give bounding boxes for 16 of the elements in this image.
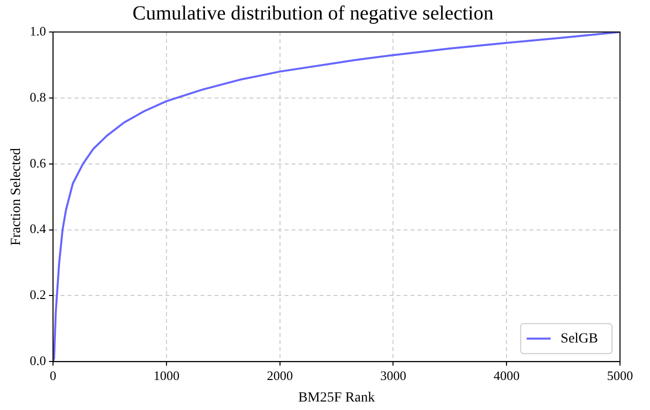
chart-title: Cumulative distribution of negative selection — [132, 2, 494, 24]
x-tick-label: 5000 — [607, 368, 633, 383]
y-tick-label: 1.0 — [30, 23, 46, 38]
x-tick-label: 2000 — [266, 368, 293, 383]
x-tick-label: 0 — [50, 368, 56, 383]
y-tick-label: 0.6 — [30, 155, 47, 170]
legend-label: SelGB — [560, 331, 598, 346]
x-tick-label: 1000 — [153, 368, 180, 383]
y-tick-label: 0.4 — [30, 221, 47, 236]
x-axis-title: BM25F Rank — [298, 390, 375, 406]
x-tick-label: 3000 — [380, 368, 406, 383]
y-axis-title: Fraction Selected — [9, 148, 24, 246]
y-tick-label: 0.8 — [30, 89, 46, 104]
y-tick-label: 0.0 — [30, 353, 46, 368]
y-tick-label: 0.2 — [30, 287, 46, 302]
x-tick-label: 4000 — [494, 368, 520, 383]
